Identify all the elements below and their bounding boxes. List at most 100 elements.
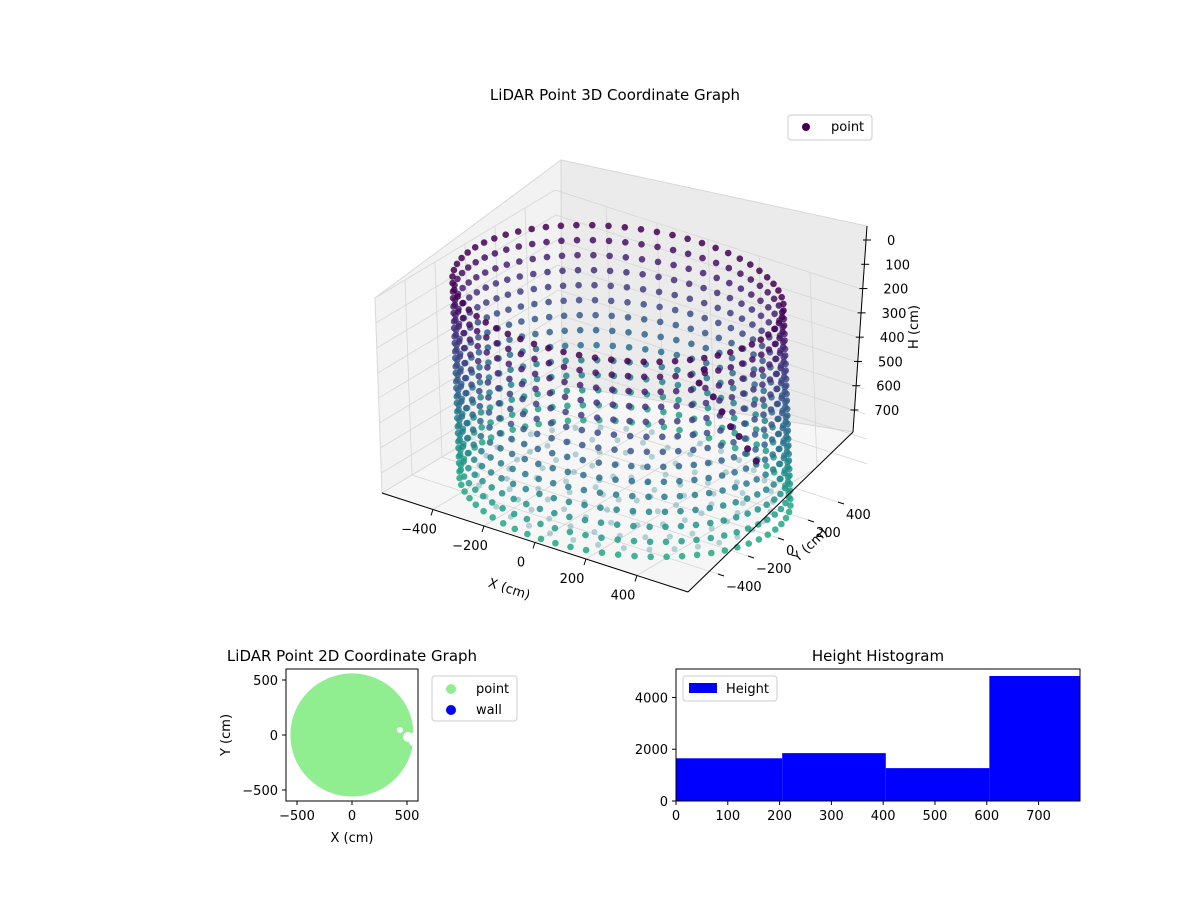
data-point [765, 304, 772, 311]
x-tick-label-3d: −200 [452, 539, 488, 554]
data-point [656, 303, 663, 311]
data-point [506, 375, 513, 383]
data-point [700, 366, 708, 374]
data-point [707, 534, 715, 542]
x-tick-label-2d: 0 [348, 809, 356, 824]
data-point [673, 502, 679, 508]
data-point [508, 411, 516, 419]
data-point [499, 505, 506, 512]
histogram-legend-swatch [689, 683, 717, 693]
data-point [477, 432, 485, 440]
data-point [664, 444, 671, 451]
data-point [596, 474, 603, 482]
data-point [762, 471, 769, 479]
data-point [492, 265, 499, 272]
data-point [625, 344, 633, 351]
data-point [455, 338, 463, 345]
data-point [467, 366, 475, 374]
y-tick-label-3d: −200 [756, 562, 792, 577]
data-point [633, 497, 640, 504]
data-point [456, 353, 464, 360]
data-point [609, 401, 617, 409]
grid-line [524, 207, 533, 404]
x-tick-mark [430, 509, 434, 516]
data-point [625, 329, 632, 336]
data-point [477, 417, 484, 425]
data-point [624, 314, 632, 321]
data-point [534, 405, 542, 413]
x-tick-label-hist: 100 [715, 809, 740, 824]
data-point [518, 365, 525, 373]
data-point [476, 364, 483, 371]
chart-2d-title: LiDAR Point 2D Coordinate Graph [227, 647, 477, 665]
data-point [671, 546, 678, 552]
data-point [767, 391, 774, 398]
data-point [517, 335, 524, 343]
data-point [508, 396, 515, 404]
data-point [732, 499, 739, 506]
data-point [761, 456, 769, 464]
data-point [752, 446, 759, 453]
data-point [466, 494, 473, 502]
data-point [733, 479, 740, 486]
data-point [545, 298, 552, 306]
data-point [688, 401, 695, 409]
data-point [785, 457, 793, 464]
histogram-title: Height Histogram [812, 647, 944, 665]
data-point [570, 537, 577, 543]
data-point [701, 329, 709, 337]
data-point [563, 438, 570, 446]
data-point [462, 389, 470, 397]
data-point [595, 459, 603, 467]
data-point [782, 418, 790, 426]
data-point [453, 361, 461, 369]
data-point [493, 503, 500, 510]
data-point [757, 297, 764, 305]
z-tick-label-3d: 300 [882, 307, 907, 322]
data-point [778, 293, 785, 301]
data-point [687, 371, 694, 379]
data-point [691, 476, 698, 484]
data-point [589, 436, 596, 443]
data-point [673, 351, 681, 359]
data-point [698, 510, 705, 517]
data-point [493, 340, 501, 347]
data-point [624, 357, 631, 365]
data-point [502, 231, 510, 238]
data-point [614, 437, 621, 444]
data-point [458, 398, 465, 405]
data-point [478, 462, 486, 470]
data-point [734, 544, 741, 551]
data-point [496, 430, 504, 437]
data-point [640, 373, 648, 381]
legend-point-marker-2d [446, 684, 456, 694]
data-point [544, 442, 551, 449]
data-point [564, 402, 571, 410]
data-point [561, 378, 568, 386]
data-point [550, 494, 558, 502]
data-point [454, 376, 461, 384]
data-point [662, 471, 669, 478]
data-point [700, 299, 708, 307]
data-point [704, 444, 711, 452]
data-point [657, 388, 664, 396]
data-point [772, 355, 779, 363]
data-point [651, 486, 658, 493]
data-point [729, 369, 736, 377]
data-point [466, 294, 473, 301]
data-point [562, 408, 569, 416]
data-point [589, 236, 597, 244]
x-tick-label-hist: 400 [871, 809, 896, 824]
data-point [730, 439, 737, 446]
data-point [760, 402, 768, 410]
data-point [469, 411, 476, 419]
data-point [775, 319, 783, 327]
data-point [712, 259, 720, 267]
data-point [758, 366, 766, 374]
data-point [727, 364, 735, 371]
data-point [482, 319, 490, 326]
data-point [657, 333, 664, 341]
x-tick-mark [532, 542, 536, 549]
data-point [638, 241, 645, 248]
data-point [611, 446, 618, 454]
